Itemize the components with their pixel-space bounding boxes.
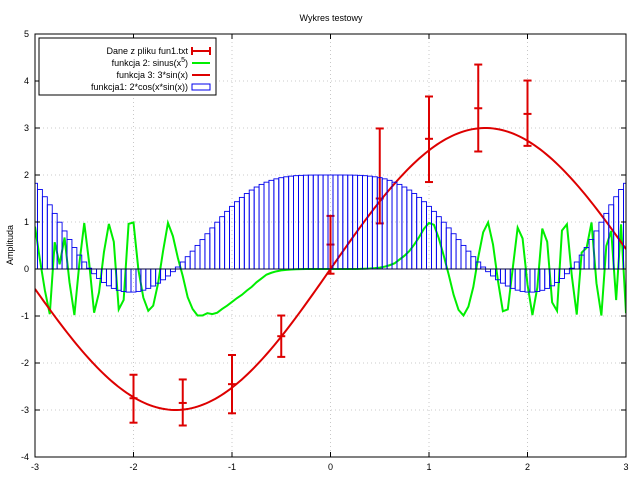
legend-superscript: 5 — [181, 57, 185, 64]
legend-label: Dane z pliku fun1.txt — [106, 46, 188, 56]
legend-label: funkcja1: 2*cos(x*sin(x)) — [91, 82, 188, 92]
y-tick-label: 1 — [24, 217, 29, 227]
y-tick-label: 5 — [24, 29, 29, 39]
x-tick-label: 0 — [328, 462, 333, 472]
error-bar — [228, 354, 236, 415]
x-tick-label: 2 — [525, 462, 530, 472]
legend-label: funkcja 3: 3*sin(x) — [116, 70, 188, 80]
legend-label: funkcja 2: sinus(x5) — [112, 57, 188, 68]
y-tick-label: 4 — [24, 76, 29, 86]
x-tick-label: -2 — [129, 462, 137, 472]
error-bar — [474, 63, 483, 153]
legend-suffix: ) — [185, 58, 188, 68]
legend-item-1: funkcja 2: sinus(x5) — [112, 57, 210, 68]
legend-box — [38, 37, 217, 96]
y-tick-label: 0 — [24, 264, 29, 274]
y-axis-label: Amplituda — [5, 225, 15, 265]
y-tick-label: 3 — [24, 123, 29, 133]
y-tick-label: -2 — [21, 358, 29, 368]
x-tick-label: 3 — [623, 462, 628, 472]
x-tick-label: -1 — [228, 462, 236, 472]
y-tick-label: 2 — [24, 170, 29, 180]
legend-item-0: Dane z pliku fun1.txt — [106, 46, 211, 56]
x-tick-label: 1 — [426, 462, 431, 472]
legend-swatch — [191, 83, 211, 91]
legend-item-2: funkcja 3: 3*sin(x) — [116, 70, 210, 80]
y-tick-label: -1 — [21, 311, 29, 321]
error-bar — [425, 95, 433, 184]
x-tick-label: -3 — [31, 462, 39, 472]
chart-title: Wykres testowy — [300, 13, 363, 23]
legend-item-3: funkcja1: 2*cos(x*sin(x)) — [91, 82, 211, 92]
y-tick-label: -4 — [21, 452, 29, 462]
y-tick-label: -3 — [21, 405, 29, 415]
error-bar — [178, 378, 187, 427]
error-bar — [523, 79, 532, 147]
